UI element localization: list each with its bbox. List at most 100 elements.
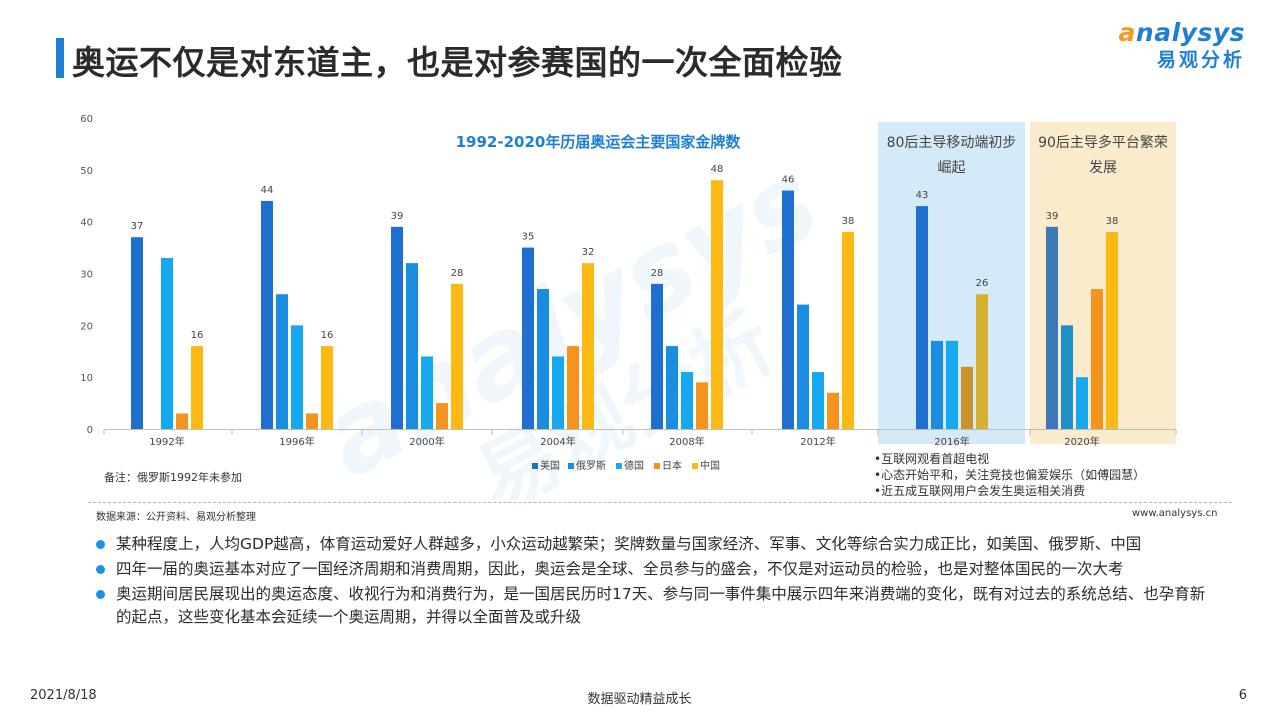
bar [176,413,188,429]
x-tick-label: 2000年 [409,435,444,448]
bullet-dot-icon [96,540,105,549]
bar-data-label: 35 [522,232,535,243]
x-tick-label: 1992年 [149,435,184,448]
title-accent-bar [56,38,64,78]
bar [931,340,943,429]
bar [552,356,564,429]
page-number: 6 [1238,688,1247,703]
bar [567,346,579,429]
y-tick-label: 10 [80,373,93,384]
bar [291,325,303,429]
box-note-2: •心态开始平和，关注竞技也偏爱娱乐（如傅园慧） [874,468,1146,482]
bar [131,237,143,429]
bar [797,304,809,429]
y-tick-label: 20 [80,321,93,332]
bar [827,392,839,429]
bar [696,382,708,429]
logo-chinese-name: 易观分析 [1156,49,1245,71]
bar [961,366,973,429]
website-link[interactable]: www.analysys.cn [1132,508,1218,519]
bar-data-label: 28 [651,268,664,279]
bar [436,403,448,429]
logo-letter-a: a [1118,18,1136,47]
logo-letters: nalysys [1135,18,1245,47]
legend-swatch [692,463,698,469]
x-tick-label: 2008年 [669,435,704,448]
x-tick-label: 2020年 [1064,435,1099,448]
bar-data-label: 16 [191,330,204,341]
bar [261,200,273,429]
bar [946,340,958,429]
x-tick-label: 2016年 [934,435,969,448]
bullet-dot-icon [96,565,105,574]
bar [276,294,288,429]
bar [321,346,333,429]
bullet-text: 四年一届的奥运基本对应了一国经济周期和消费周期，因此，奥运会是全球、全员参与的盛… [116,560,1124,578]
bullet-item: 某种程度上，人均GDP越高，体育运动爱好人群越多，小众运动越繁荣；奖牌数量与国家… [96,533,1206,556]
bar [711,180,723,429]
x-tick-label: 2012年 [800,435,835,448]
y-tick-label: 60 [80,114,93,125]
highlight-box-label: 80后主导移动端初步 [887,134,1017,151]
bar [421,356,433,429]
logo-wordmark: analysys [1119,18,1245,47]
bar [1091,289,1103,429]
gold-medal-chart: 80后主导移动端初步崛起90后主导多平台繁荣发展analysys易观分析0102… [80,114,1177,500]
bar [161,257,173,429]
data-source: 数据来源：公开资料、易观分析整理 [96,512,256,523]
bar-data-label: 39 [1046,211,1059,222]
bar-data-label: 39 [391,211,404,222]
bar [522,247,534,429]
y-tick-label: 40 [80,218,93,229]
bar-data-label: 43 [916,190,929,201]
bullet-item: 奥运期间居民展现出的奥运态度、收视行为和消费行为，是一国居民历时17天、参与同一… [96,583,1206,629]
bar [842,232,854,429]
legend-swatch [616,463,622,469]
bar [537,289,549,429]
bar [976,294,988,429]
bar [666,346,678,429]
bar [651,283,663,429]
page-title: 奥运不仅是对东道主，也是对参赛国的一次全面检验 [72,43,843,82]
bar [582,263,594,429]
legend-label: 俄罗斯 [576,459,606,472]
bar [1106,232,1118,429]
bar [1076,377,1088,429]
box-note-1: •互联网观看首超电视 [874,452,990,466]
chart-note: 备注：俄罗斯1992年未参加 [104,471,242,484]
legend-swatch [654,463,660,469]
highlight-box-label: 崛起 [938,160,966,176]
bar-data-label: 38 [842,216,855,227]
bullet-text: 某种程度上，人均GDP越高，体育运动爱好人群越多，小众运动越繁荣；奖牌数量与国家… [116,535,1142,553]
legend-label: 日本 [662,459,682,472]
bar [916,206,928,429]
highlight-box-label: 90后主导多平台繁荣 [1038,134,1168,151]
bar [1061,325,1073,429]
bar [451,283,463,429]
box-note-3: •近五成互联网用户会发生奥运相关消费 [874,484,1086,498]
analysys-logo: analysys 易观分析 [1119,18,1245,72]
footer-slogan: 数据驱动精益成长 [587,692,692,707]
chart-title: 1992-2020年历届奥运会主要国家金牌数 [456,133,742,151]
bar-data-label: 26 [976,278,989,289]
highlight-box-label: 发展 [1089,160,1117,176]
legend-label: 中国 [700,459,720,472]
bar-data-label: 37 [131,221,144,232]
bar [391,226,403,429]
legend-label: 美国 [540,459,560,472]
bullet-item: 四年一届的奥运基本对应了一国经济周期和消费周期，因此，奥运会是全球、全员参与的盛… [96,558,1206,581]
bar [191,346,203,429]
divider [88,502,1232,503]
y-tick-label: 30 [80,270,93,281]
bar-data-label: 38 [1106,216,1119,227]
bar [681,371,693,429]
y-tick-label: 0 [87,425,93,436]
x-tick-label: 1996年 [279,435,314,448]
legend-swatch [532,463,538,469]
summary-bullets: 某种程度上，人均GDP越高，体育运动爱好人群越多，小众运动越繁荣；奖牌数量与国家… [96,533,1206,631]
legend-swatch [568,463,574,469]
legend-label: 德国 [624,459,644,472]
bar-data-label: 48 [711,164,724,175]
bar-data-label: 32 [582,247,595,258]
bar [782,190,794,429]
